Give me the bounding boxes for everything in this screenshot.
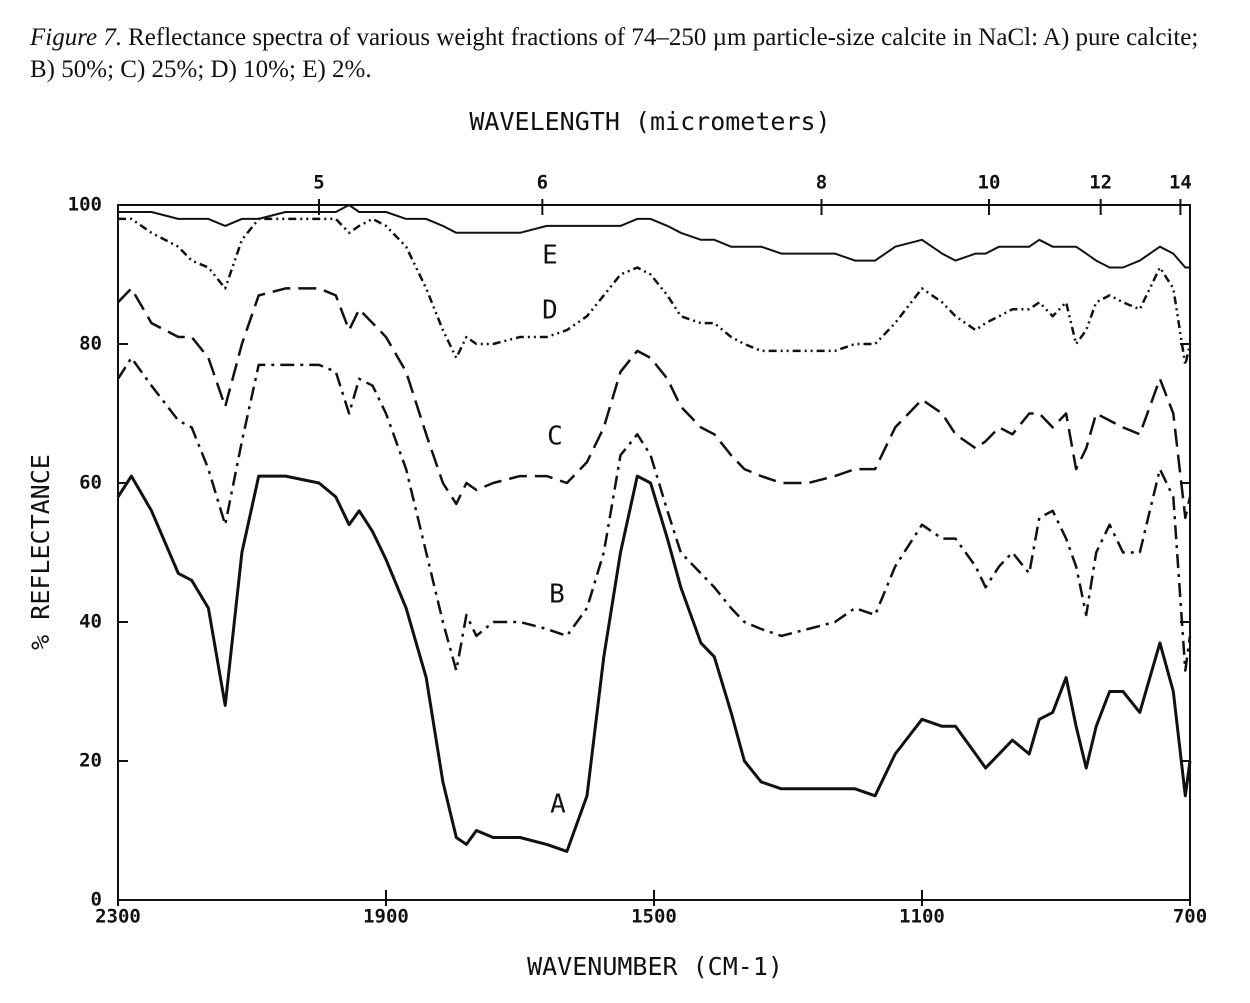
x-tick-label: 1500 [631, 906, 677, 928]
series-label: E [542, 241, 558, 271]
caption-label: Figure 7. [30, 24, 123, 51]
series-label: B [549, 580, 565, 610]
x-axis-title: WAVENUMBER (CM-1) [527, 952, 783, 981]
x2-tick-label: 6 [537, 172, 548, 194]
x-tick-label: 1100 [899, 906, 945, 928]
y-tick-label: 40 [79, 611, 102, 633]
x2-tick-label: 14 [1169, 172, 1192, 194]
x2-axis-title: WAVELENGTH (micrometers) [469, 107, 830, 136]
y-tick-label: 80 [79, 333, 102, 355]
y-tick-label: 60 [79, 472, 102, 494]
x2-tick-label: 10 [978, 172, 1001, 194]
y-tick-label: 100 [68, 194, 102, 216]
x2-tick-label: 8 [816, 172, 827, 194]
series-label: D [542, 296, 558, 326]
x2-tick-label: 12 [1089, 172, 1112, 194]
y-axis-title: % REFLECTANCE [26, 454, 55, 650]
series-line [116, 356, 1192, 672]
x2-tick-label: 5 [313, 172, 324, 194]
y-tick-label: 0 [91, 889, 102, 911]
x-tick-label: 1900 [363, 906, 409, 928]
series-line [118, 204, 1190, 269]
x-tick-label: 700 [1173, 906, 1207, 928]
series-label: C [547, 422, 563, 452]
series-label: A [550, 790, 566, 820]
series-line [118, 217, 1192, 367]
x-tick-label: 2300 [95, 906, 141, 928]
series-line [117, 287, 1192, 520]
caption: Reflectance spectra of various weight fr… [30, 24, 1199, 83]
y-tick-label: 20 [79, 750, 102, 772]
series-line [116, 474, 1192, 853]
caption-block: Figure 7. Reflectance spectra of various … [30, 22, 1220, 86]
